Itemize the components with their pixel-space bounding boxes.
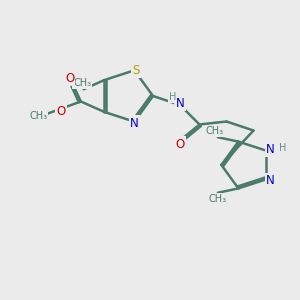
- Text: N: N: [266, 175, 275, 188]
- Text: N: N: [266, 142, 275, 155]
- Text: O: O: [65, 72, 74, 85]
- Text: CH₃: CH₃: [209, 194, 227, 204]
- Text: O: O: [176, 137, 184, 151]
- Text: CH₃: CH₃: [73, 78, 91, 88]
- Text: O: O: [56, 105, 66, 118]
- Text: H: H: [169, 92, 176, 102]
- Text: N: N: [176, 97, 184, 110]
- Text: H: H: [279, 142, 286, 152]
- Text: S: S: [132, 64, 140, 77]
- Text: CH₃: CH₃: [29, 111, 47, 121]
- Text: CH₃: CH₃: [206, 126, 224, 136]
- Text: N: N: [130, 117, 139, 130]
